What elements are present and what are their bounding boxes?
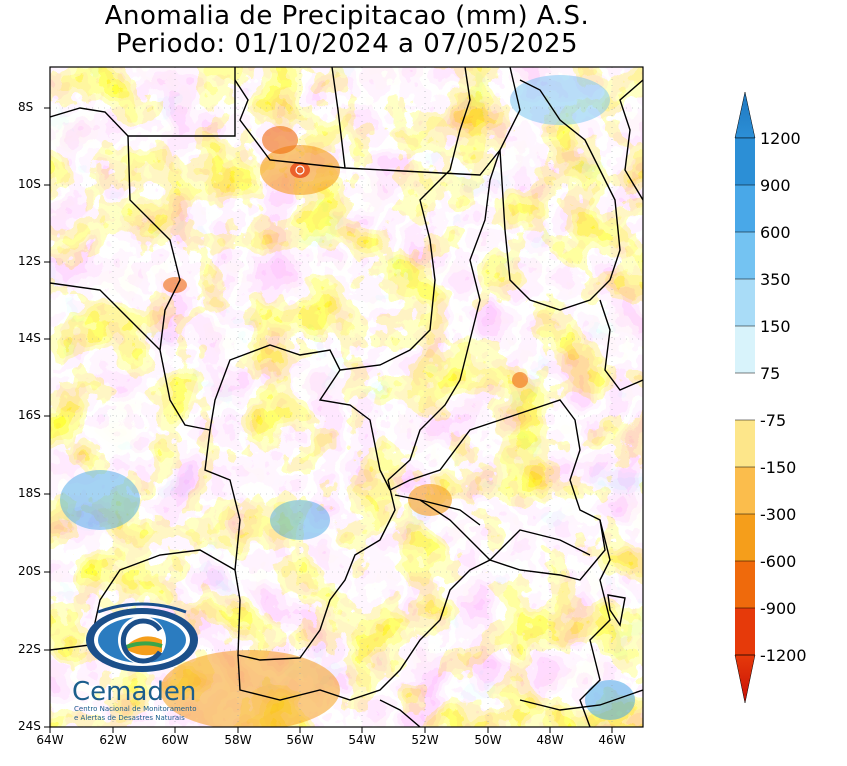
colorbar xyxy=(734,91,756,704)
axis-ticks xyxy=(44,107,613,733)
x-tick-label: 60W xyxy=(161,733,189,747)
x-tick-label: 62W xyxy=(99,733,127,747)
map-frame xyxy=(49,66,644,728)
y-tick-label: 24S xyxy=(18,719,41,733)
map-title-line2: Periodo: 01/10/2024 a 07/05/2025 xyxy=(115,29,579,59)
y-tick-label: 22S xyxy=(18,642,41,656)
y-tick-label: 18S xyxy=(18,486,41,500)
x-tick-label: 64W xyxy=(36,733,64,747)
x-tick-label: 46W xyxy=(598,733,626,747)
x-tick-label: 48W xyxy=(536,733,564,747)
colorbar-segment xyxy=(735,326,755,373)
colorbar-label: 350 xyxy=(760,270,791,289)
y-tick-label: 8S xyxy=(18,100,34,114)
cemaden-logo-emblem xyxy=(86,602,198,672)
colorbar-label: -900 xyxy=(760,599,797,618)
y-tick-label: 20S xyxy=(18,564,41,578)
x-tick-label: 58W xyxy=(224,733,252,747)
y-tick-label: 16S xyxy=(18,408,41,422)
colorbar-label: 1200 xyxy=(760,129,801,148)
colorbar-segment xyxy=(735,138,755,185)
colorbar-label: -600 xyxy=(760,552,797,571)
colorbar-segment xyxy=(735,185,755,232)
y-tick-label: 12S xyxy=(18,254,41,268)
colorbar-segment xyxy=(735,561,755,608)
colorbar-label: -75 xyxy=(760,411,787,430)
colorbar-segment xyxy=(735,467,755,514)
political-boundaries xyxy=(50,67,643,727)
map-title-line1: Anomalia de Precipitacao (mm) A.S. xyxy=(104,1,590,31)
colorbar-label: -1200 xyxy=(760,646,807,665)
colorbar-segment xyxy=(735,279,755,326)
colorbar-segment xyxy=(735,373,755,420)
colorbar-segment xyxy=(735,514,755,561)
cemaden-logo-subtitle-2: e Alertas de Desastres Naturais xyxy=(74,714,185,722)
cemaden-logo-subtitle-1: Centro Nacional de Monitoramento xyxy=(74,705,197,713)
y-tick-label: 14S xyxy=(18,331,41,345)
x-tick-label: 52W xyxy=(411,733,439,747)
colorbar-label: -300 xyxy=(760,505,797,524)
city-marker xyxy=(295,165,305,175)
colorbar-bottom-arrow xyxy=(734,654,756,704)
colorbar-label: 900 xyxy=(760,176,791,195)
colorbar-segment xyxy=(735,232,755,279)
colorbar-label: 150 xyxy=(760,317,791,336)
x-tick-label: 50W xyxy=(474,733,502,747)
colorbar-segment xyxy=(735,608,755,655)
x-tick-label: 56W xyxy=(286,733,314,747)
colorbar-segment xyxy=(735,420,755,467)
colorbar-label: -150 xyxy=(760,458,797,477)
colorbar-top-arrow xyxy=(734,91,756,139)
cemaden-logo-name: Cemaden xyxy=(72,677,197,707)
colorbar-label: 600 xyxy=(760,223,791,242)
x-tick-label: 54W xyxy=(348,733,376,747)
map-gridlines xyxy=(50,67,643,727)
colorbar-label: 75 xyxy=(760,364,781,383)
y-tick-label: 10S xyxy=(18,177,41,191)
